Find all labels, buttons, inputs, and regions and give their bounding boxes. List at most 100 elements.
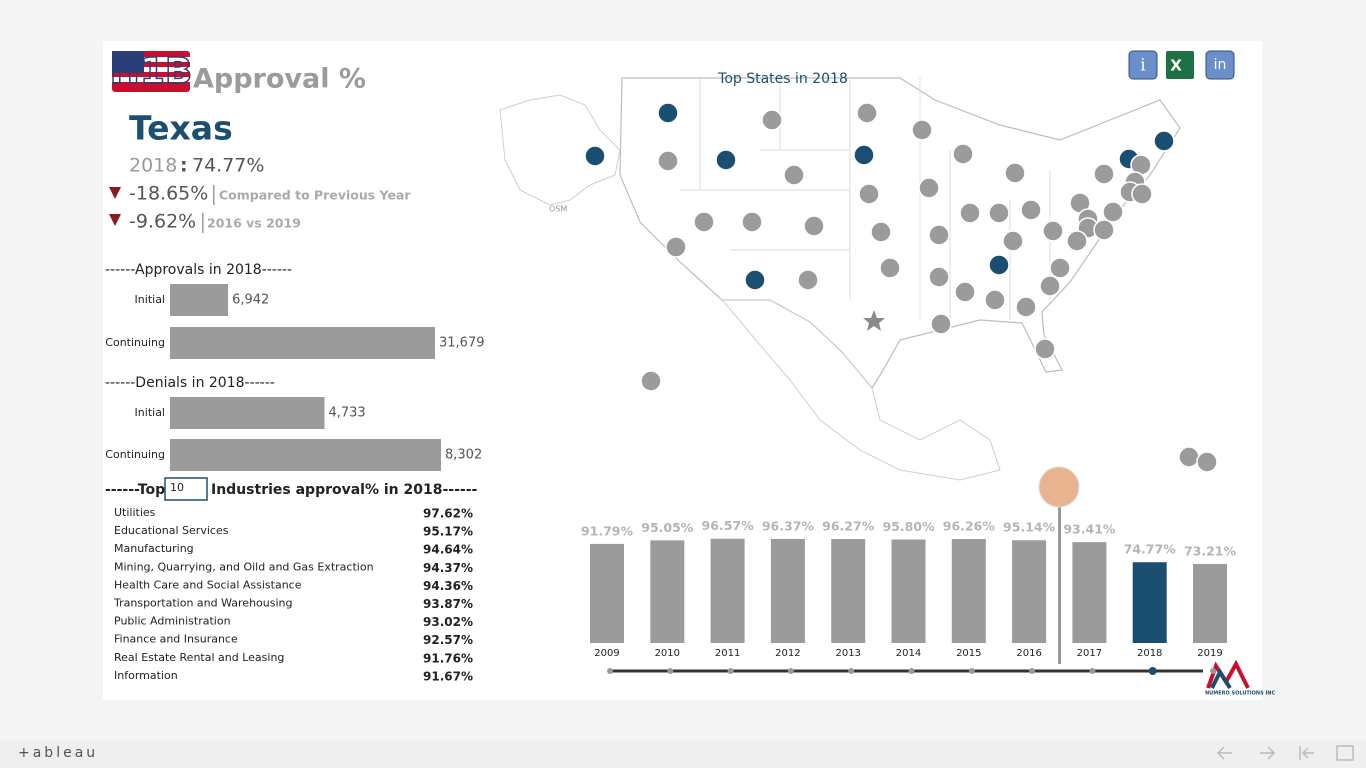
industry-value: 95.17% <box>423 525 473 539</box>
linkedin-icon[interactable]: in <box>1214 57 1227 73</box>
x-tick-label: 2017 <box>1077 648 1102 659</box>
bar-value-label: 6,942 <box>232 293 269 308</box>
industry-name: Health Care and Social Assistance <box>114 578 302 591</box>
industry-value: 92.57% <box>423 633 473 647</box>
bar-value-label: 31,679 <box>439 336 485 351</box>
bar <box>891 539 926 643</box>
bar-category: Continuing <box>105 448 165 461</box>
bar <box>831 539 866 643</box>
x-tick-label: 2013 <box>835 648 860 659</box>
bar <box>170 327 435 359</box>
slider-stop[interactable] <box>1148 667 1157 675</box>
industry-name: Mining, Quarrying, and Oild and Gas Extr… <box>114 560 374 573</box>
industry-name: Manufacturing <box>114 542 194 555</box>
state-marker <box>584 145 606 167</box>
state-marker <box>665 236 687 258</box>
top-n-input[interactable] <box>164 477 208 501</box>
state-marker <box>797 269 819 291</box>
state-marker <box>954 281 976 303</box>
state-marker <box>657 102 679 124</box>
industry-value: 93.02% <box>423 615 473 629</box>
state-marker <box>1102 201 1124 223</box>
industry-name: Utilities <box>114 506 156 519</box>
section-title: Industries approval% in 2018------ <box>211 482 478 498</box>
x-tick-label: 2016 <box>1016 648 1041 659</box>
state-marker <box>988 254 1010 276</box>
logo-text: H1B <box>110 51 193 92</box>
state-marker <box>1066 230 1088 252</box>
linkedin-button[interactable] <box>1205 50 1235 80</box>
nav-buttons[interactable] <box>1216 745 1354 761</box>
industry-name: Transportation and Warehousing <box>113 597 293 610</box>
bar <box>770 538 805 643</box>
excel-icon[interactable]: X <box>1170 57 1182 75</box>
slider-stop[interactable] <box>1089 668 1096 674</box>
x-tick-label: 2018 <box>1137 648 1162 659</box>
state-marker <box>870 221 892 243</box>
change-note: 2016 vs 2019 <box>207 216 301 231</box>
slider-stop[interactable] <box>607 668 613 674</box>
state-marker <box>1178 446 1200 468</box>
bar <box>1012 540 1047 643</box>
slider-stop[interactable] <box>727 668 734 674</box>
state-marker <box>1004 162 1026 184</box>
slider-stop[interactable] <box>1029 668 1036 674</box>
selected-state-star <box>863 310 885 331</box>
x-tick-label: 2011 <box>715 648 740 659</box>
industry-value: 91.67% <box>423 669 473 683</box>
state-marker <box>715 149 737 171</box>
section-title: ------Denials in 2018------ <box>105 375 275 391</box>
bar-value-label: 95.80% <box>882 519 935 534</box>
slider-stop[interactable] <box>848 668 855 674</box>
change-note: Compared to Previous Year <box>219 188 411 203</box>
slider-stop[interactable] <box>787 668 794 674</box>
bar-value-label: 73.21% <box>1184 543 1237 558</box>
brand-name: NUMERO SOLUTIONS INC <box>1205 691 1275 697</box>
state-marker <box>1153 130 1175 152</box>
state-marker <box>1093 219 1115 241</box>
state-marker <box>853 144 875 166</box>
logo: H1B <box>109 50 193 93</box>
state-marker <box>858 183 880 205</box>
state-marker <box>856 102 878 124</box>
state-marker <box>930 313 952 335</box>
x-tick-label: 2014 <box>896 648 921 659</box>
slider-stop[interactable] <box>908 668 915 674</box>
map <box>499 77 1218 481</box>
bar-value-label: 4,733 <box>328 406 365 421</box>
state-marker <box>928 266 950 288</box>
bar <box>590 543 624 643</box>
bar <box>1132 562 1167 643</box>
industry-name: Real Estate Rental and Leasing <box>114 651 284 664</box>
bar-value-label: 96.37% <box>762 518 815 533</box>
state-marker <box>657 150 679 172</box>
map-region <box>499 94 621 206</box>
info-button[interactable] <box>1128 50 1158 80</box>
title: Approval % <box>193 64 366 95</box>
state-marker <box>1020 199 1042 221</box>
bar-value-label: 8,302 <box>445 448 482 463</box>
state-marker <box>783 164 805 186</box>
industry-value: 94.64% <box>423 543 473 557</box>
x-tick-label: 2009 <box>594 648 619 659</box>
bar-category: Initial <box>135 406 165 419</box>
state-marker <box>1093 163 1115 185</box>
state-marker <box>918 177 940 199</box>
section-title: ------Top <box>105 482 165 498</box>
top-n-value[interactable]: 10 <box>170 481 184 494</box>
industry-name: Educational Services <box>114 524 229 537</box>
info-icon[interactable]: i <box>1140 56 1146 76</box>
slider-stop[interactable] <box>968 668 975 674</box>
bar-value-label: 91.79% <box>581 523 634 538</box>
bar <box>170 439 441 471</box>
change-value: -18.65% <box>129 183 208 205</box>
excel-button[interactable] <box>1166 51 1194 79</box>
slider-stop[interactable] <box>1210 668 1216 674</box>
bar <box>1072 542 1107 643</box>
slider-stop[interactable] <box>667 668 674 674</box>
bar-category: Continuing <box>105 336 165 349</box>
bar-value-label: 96.26% <box>943 519 996 534</box>
toolbar <box>0 740 1366 768</box>
industry-value: 94.36% <box>423 579 473 593</box>
